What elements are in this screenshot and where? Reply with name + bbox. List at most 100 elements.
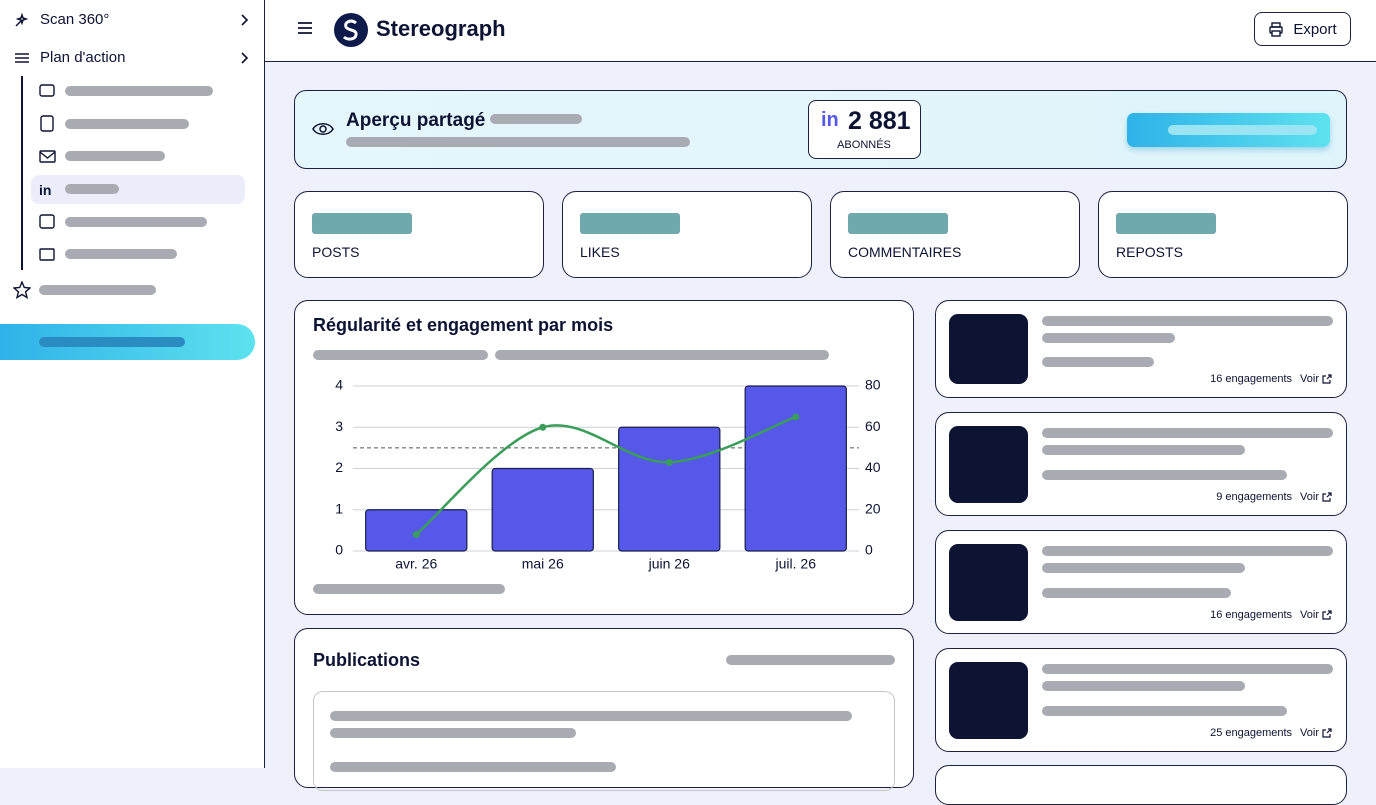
nav-label: Scan 360° <box>40 11 110 28</box>
x-tick-label: avr. 26 <box>395 556 437 572</box>
engagement-count: 16 engagements <box>1210 609 1293 621</box>
chart-title: Régularité et engagement par mois <box>313 315 613 335</box>
stat-label: COMMENTAIRES <box>848 244 962 260</box>
stat-label: REPOSTS <box>1116 244 1183 260</box>
publication-item[interactable] <box>313 691 895 791</box>
publications-card: Publications <box>294 628 914 791</box>
placeholder <box>65 217 207 227</box>
star-icon <box>13 281 31 299</box>
engagement-count: 9 engagements <box>1216 491 1293 503</box>
nav-item[interactable]: Plan d'action <box>14 49 250 66</box>
post-footer: 9 engagements Voir <box>1216 491 1332 503</box>
followers-label: ABONNÉS <box>837 139 891 151</box>
post-footer: 16 engagements Voir <box>1210 609 1332 621</box>
line-point <box>792 413 800 421</box>
view-label: Voir <box>1300 373 1319 385</box>
placeholder <box>1042 428 1333 438</box>
y-tick-label: 0 <box>335 542 343 558</box>
action-button[interactable] <box>1127 113 1330 147</box>
stat-value-placeholder <box>848 213 948 234</box>
view-link[interactable]: Voir <box>1300 491 1332 503</box>
bar <box>618 426 721 552</box>
external-icon <box>1322 610 1332 620</box>
stat-label: POSTS <box>312 244 360 260</box>
icon <box>1269 22 1284 37</box>
placeholder <box>330 762 616 772</box>
placeholder <box>1042 563 1245 573</box>
stat-card: LIKES <box>562 191 812 278</box>
post-footer: 25 engagements Voir <box>1210 727 1332 739</box>
brand: Stereograph <box>376 16 506 41</box>
chevron <box>241 51 249 64</box>
menu-button[interactable] <box>297 21 313 35</box>
placeholder <box>330 711 852 721</box>
placeholder <box>39 337 185 347</box>
placeholder <box>330 728 576 738</box>
publications-title: Publications <box>313 650 421 670</box>
overview-title: Aperçu partagé <box>346 110 486 131</box>
external-icon <box>1322 374 1332 384</box>
placeholder <box>1042 316 1333 326</box>
placeholder <box>490 114 582 124</box>
view-label: Voir <box>1300 727 1319 739</box>
x-tick-label: juil. 26 <box>775 556 817 572</box>
followers-count: 2 881 <box>848 107 911 135</box>
bar <box>365 509 468 552</box>
placeholder <box>1042 333 1175 343</box>
post-card[interactable] <box>935 765 1347 805</box>
export-label: Export <box>1293 20 1337 38</box>
post-thumbnail <box>949 314 1028 384</box>
y2-tick-label: 80 <box>865 377 881 393</box>
external-icon <box>1322 492 1332 502</box>
post-card[interactable]: 9 engagements Voir <box>935 412 1347 516</box>
post-card[interactable]: 16 engagements Voir <box>935 300 1347 398</box>
y-tick-label: 2 <box>335 459 343 475</box>
stat-value-placeholder <box>312 213 412 234</box>
placeholder <box>65 249 177 259</box>
chevron <box>241 13 249 26</box>
placeholder <box>1042 588 1231 598</box>
y2-tick-label: 40 <box>865 459 881 475</box>
line-point <box>539 423 547 431</box>
view-link[interactable]: Voir <box>1300 373 1332 385</box>
placeholder <box>1042 357 1154 367</box>
placeholder <box>39 285 156 295</box>
placeholder <box>65 184 119 194</box>
placeholder <box>313 584 505 594</box>
icon <box>15 52 29 63</box>
stat-card: COMMENTAIRES <box>830 191 1080 278</box>
post-card[interactable]: 25 engagements Voir <box>935 648 1347 752</box>
placeholder <box>726 655 895 665</box>
y2-tick-label: 60 <box>865 418 881 434</box>
nav-item[interactable]: Scan 360° <box>14 11 250 28</box>
placeholder <box>346 137 690 147</box>
post-footer: 16 engagements Voir <box>1210 373 1332 385</box>
post-thumbnail <box>949 544 1028 621</box>
x-tick-label: mai 26 <box>522 556 564 572</box>
view-link[interactable]: Voir <box>1300 727 1332 739</box>
export-button[interactable]: Export <box>1254 12 1351 46</box>
view-link[interactable]: Voir <box>1300 609 1332 621</box>
sub-icons: in <box>39 84 56 261</box>
post-card[interactable]: 16 engagements Voir <box>935 530 1347 634</box>
placeholder <box>1042 664 1333 674</box>
placeholder <box>1042 706 1287 716</box>
svg-text:in: in <box>39 182 51 198</box>
logo <box>334 13 368 47</box>
line-point <box>665 458 673 466</box>
stat-label: LIKES <box>580 244 620 260</box>
line <box>415 415 797 536</box>
active-item[interactable] <box>31 175 245 204</box>
y-tick-label: 4 <box>335 377 343 393</box>
stat-value-placeholder <box>580 213 680 234</box>
y2-tick-label: 0 <box>865 542 873 558</box>
stat-value-placeholder <box>1116 213 1216 234</box>
view-label: Voir <box>1300 491 1319 503</box>
engagement-count: 16 engagements <box>1210 373 1293 385</box>
placeholder <box>65 151 165 161</box>
tree-line <box>21 76 23 270</box>
y-tick-label: 1 <box>335 500 343 516</box>
overview-card: Aperçu partagé in 2 881 ABONNÉS <box>294 90 1347 169</box>
followers-box: in 2 881 ABONNÉS <box>808 100 921 159</box>
